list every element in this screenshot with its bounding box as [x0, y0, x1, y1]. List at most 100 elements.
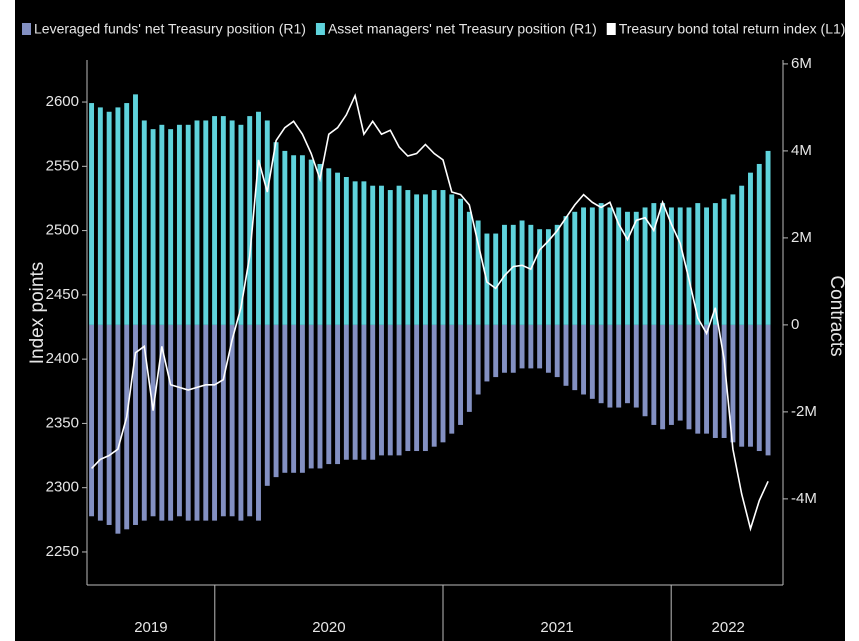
bar [431, 190, 437, 325]
bar [739, 185, 745, 325]
bar [335, 172, 341, 325]
x-tick-label: 2019 [134, 619, 167, 636]
bar [748, 172, 753, 325]
bar [141, 324, 147, 521]
bar [291, 155, 297, 325]
bar [185, 324, 191, 521]
bar [519, 220, 525, 325]
legend-label: Treasury bond total return index (L1) [619, 21, 846, 37]
bar [581, 207, 587, 325]
y2-tick-label: 2M [791, 229, 812, 246]
bar [466, 324, 472, 412]
bar [712, 324, 718, 438]
bar [308, 159, 314, 325]
line [91, 93, 769, 532]
bar [150, 129, 156, 325]
bar [581, 324, 587, 395]
bar [264, 120, 270, 325]
bar [686, 324, 692, 430]
bar [405, 190, 411, 325]
bar [739, 324, 745, 447]
bar [484, 324, 490, 382]
bar [396, 185, 402, 325]
bar [712, 203, 718, 325]
bar [115, 107, 121, 325]
y-tick-label: 2250 [46, 543, 79, 560]
bar [106, 324, 112, 525]
bar [299, 324, 305, 473]
bar [563, 216, 569, 325]
bar [133, 94, 138, 325]
legend-swatch [315, 23, 325, 35]
bar [387, 190, 393, 325]
bar [370, 324, 376, 460]
bar [106, 111, 112, 325]
y-tick-label: 2500 [46, 222, 79, 239]
bar [651, 203, 657, 325]
legend-swatch [22, 23, 31, 35]
bar [598, 203, 604, 325]
legend-label: Leveraged funds' net Treasury position (… [34, 21, 306, 37]
legend-label: Asset managers' net Treasury position (R… [328, 21, 597, 37]
bar [343, 177, 349, 325]
y2-tick-label: -2M [791, 403, 817, 420]
bar [686, 207, 692, 325]
bar [677, 324, 683, 421]
bar [317, 324, 323, 469]
chart-background [15, 0, 845, 641]
bar [537, 324, 543, 369]
bar [765, 150, 771, 325]
y-tick-label: 2550 [46, 157, 79, 174]
bar [238, 324, 244, 521]
bar [203, 120, 209, 325]
bar [343, 324, 349, 460]
bar [554, 224, 560, 325]
bar [756, 163, 762, 325]
bar [238, 124, 244, 325]
bar [317, 163, 323, 325]
y-tick-label: 2600 [46, 93, 79, 110]
bar [335, 324, 341, 465]
x-tick-label: 2020 [312, 619, 345, 636]
bar [431, 324, 437, 447]
bar [220, 324, 226, 517]
x-tick-label: 2022 [712, 619, 745, 636]
bar [440, 324, 446, 443]
y2-tick-label: -4M [791, 490, 817, 507]
bar [133, 324, 138, 525]
bar [633, 211, 639, 325]
bar [660, 324, 666, 430]
bar [458, 324, 464, 425]
bar [203, 324, 209, 521]
y-tick-label: 2350 [46, 414, 79, 431]
bar [642, 207, 648, 325]
bar [387, 324, 393, 456]
bar [730, 194, 736, 325]
bar [361, 324, 367, 460]
bar [422, 324, 428, 452]
bar [493, 233, 499, 325]
bar [282, 150, 288, 325]
bar [89, 103, 95, 325]
bar [466, 211, 472, 325]
bar [633, 324, 639, 408]
bar [458, 198, 464, 325]
bar [159, 124, 165, 325]
bar [150, 324, 156, 517]
bar [414, 194, 420, 325]
bar [422, 194, 428, 325]
bar [449, 194, 455, 325]
bar [379, 324, 384, 456]
bar [176, 124, 182, 325]
bar [589, 207, 595, 325]
bar [721, 324, 727, 438]
x-tick-label: 2021 [540, 619, 573, 636]
bar [299, 155, 305, 325]
bar [396, 324, 402, 456]
bar [440, 190, 446, 325]
bar [212, 116, 218, 325]
bar [572, 211, 578, 325]
bar [510, 324, 516, 373]
